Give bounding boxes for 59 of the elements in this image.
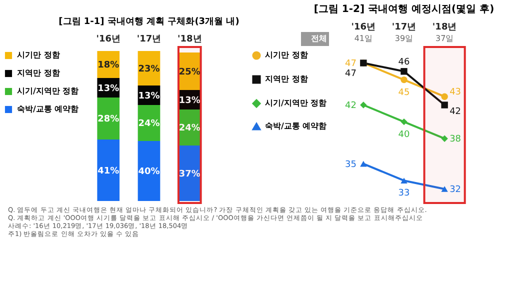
text: 전체 (311, 34, 327, 43)
data-label: 46 (398, 57, 410, 68)
data-label: 24% (138, 119, 160, 129)
point (441, 102, 448, 108)
data-label: 40 (398, 130, 410, 140)
x-tick-label: '18년 (432, 22, 457, 32)
point (400, 178, 408, 184)
data-label: 28% (98, 114, 120, 124)
bar (97, 140, 120, 201)
legend-label: 시기만 정함 (265, 50, 308, 60)
data-label: 25% (178, 67, 200, 78)
x-tick-label: '17년 (392, 22, 416, 32)
x-tick-label: '16년 (351, 22, 376, 32)
data-label: 40% (138, 167, 160, 177)
data-label: 13% (98, 84, 120, 94)
data-label: 33 (398, 188, 410, 199)
data-label: 13% (138, 91, 160, 102)
data-label: 32 (450, 185, 462, 195)
point (441, 93, 448, 100)
legend-label: 숙박/교통 예약함 (265, 122, 327, 130)
point (400, 68, 408, 75)
legend-label: 숙박/교통 예약함 (17, 104, 79, 114)
bar (178, 110, 201, 146)
legend-label: 시기/지역만 정함 (17, 86, 79, 96)
text: 39일 (394, 34, 414, 43)
point (441, 186, 448, 192)
legend-label: 지역만 정함 (16, 68, 60, 78)
text: 37일 (435, 34, 454, 43)
data-label: 47 (344, 59, 356, 69)
bar (138, 141, 160, 201)
legend-label: 시기만 정함 (17, 50, 60, 60)
legend-label: 지역만 정함 (264, 74, 308, 84)
chart-title: [그림 1-2] 국내여행 예정시점(몇일 후) (314, 4, 494, 15)
data-label: 41% (98, 166, 120, 176)
bar (178, 52, 201, 90)
x-tick-label: '18년 (177, 34, 202, 44)
data-label: 13% (178, 96, 200, 106)
data-label: 42 (344, 101, 356, 111)
chart-title: [그림 1-1] 국내여행 계획 구체화(3개월 내) (58, 17, 240, 27)
point (400, 76, 408, 84)
data-label: 43 (450, 88, 462, 98)
data-label: 38 (450, 134, 462, 145)
data-label: 23% (138, 64, 160, 74)
data-label: 45 (398, 88, 410, 98)
x-tick-label: '16년 (96, 34, 121, 44)
point (441, 135, 448, 142)
data-label: 18% (98, 60, 120, 70)
point (360, 102, 367, 108)
data-label: 37% (178, 169, 200, 180)
data-label: 24% (178, 124, 200, 134)
point (400, 118, 408, 126)
data-label: 47 (344, 69, 356, 79)
bar (97, 98, 120, 140)
legend-label: 시기/지역만 정함 (265, 98, 327, 108)
data-label: 35 (344, 160, 356, 170)
data-label: 42 (450, 107, 462, 117)
point (360, 160, 367, 167)
text: 41일 (354, 34, 373, 43)
x-tick-label: '17년 (136, 34, 162, 44)
